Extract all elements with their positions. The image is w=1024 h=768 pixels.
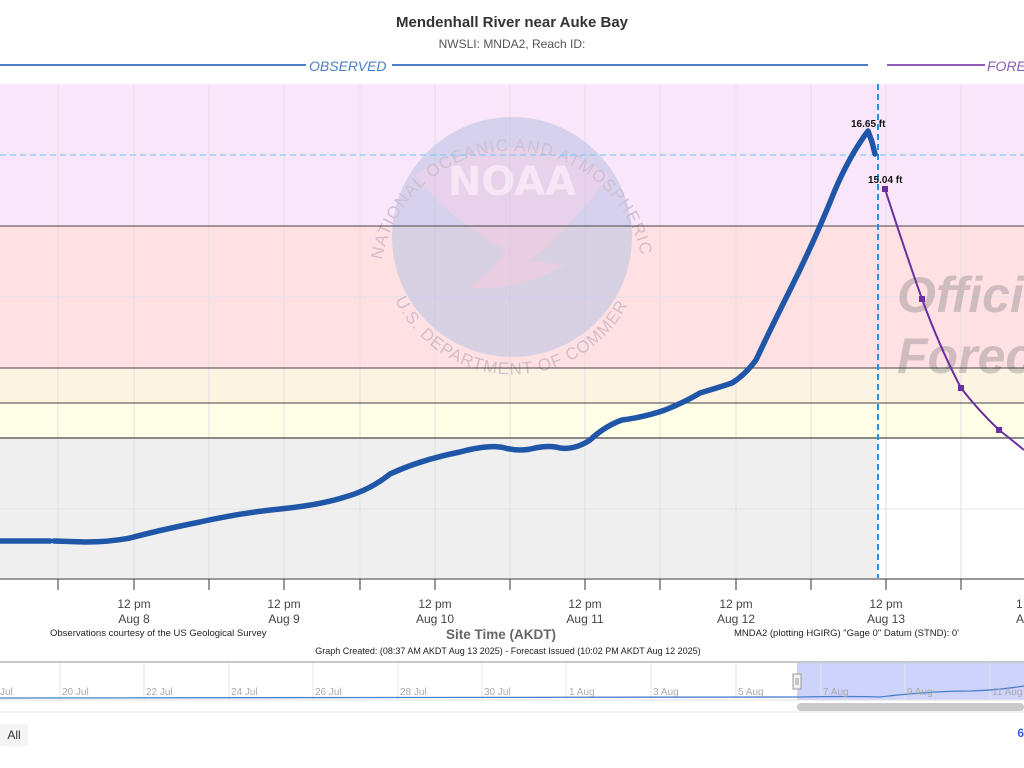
svg-text:FORE: FORE xyxy=(987,58,1024,74)
x-tick-label: 12 pm Aug 12 xyxy=(716,597,756,626)
navigator-left-handle[interactable] xyxy=(792,673,802,690)
svg-text:9 Aug: 9 Aug xyxy=(907,687,933,698)
band-normal-forecast xyxy=(878,438,1024,578)
graph-created-info: Graph Created: (08:37 AM AKDT Aug 13 202… xyxy=(315,646,701,656)
band-action xyxy=(0,403,1024,438)
chart-subtitle: NWSLI: MNDA2, Reach ID: xyxy=(438,37,586,51)
svg-text:OBSERVED: OBSERVED xyxy=(309,58,387,74)
svg-text:Jul: Jul xyxy=(0,687,13,698)
x-tick-label: 12 pm Aug 10 xyxy=(415,597,455,626)
svg-text:3 Aug: 3 Aug xyxy=(653,687,679,698)
svg-text:NOAA: NOAA xyxy=(448,159,576,205)
x-tick-label: 12 pm Aug 13 xyxy=(866,597,906,626)
svg-text:26 Jul: 26 Jul xyxy=(315,687,342,698)
x-tick-label: 12 pm Aug 9 xyxy=(267,597,301,626)
svg-text:5 Aug: 5 Aug xyxy=(738,687,764,698)
x-tick-label: 12 pm Aug 8 xyxy=(117,597,151,626)
svg-text:1 Aug: 1 Aug xyxy=(569,687,595,698)
range-navigator[interactable]: Jul 20 Jul 22 Jul 24 Jul 26 Jul 28 Jul 3… xyxy=(0,661,1024,713)
svg-text:22 Jul: 22 Jul xyxy=(146,687,173,698)
chart-title: Mendenhall River near Auke Bay xyxy=(395,14,629,31)
svg-text:28 Jul: 28 Jul xyxy=(400,687,427,698)
x-tick-label: 12 pm Aug 11 xyxy=(566,597,604,626)
forecast-stage-line xyxy=(882,186,1024,451)
x-axis xyxy=(0,578,1024,590)
datum-info: MNDA2 (plotting HGIRG) "Gage 0" Datum (S… xyxy=(734,628,960,639)
band-minor xyxy=(0,368,1024,403)
navigator-scrollbar[interactable] xyxy=(797,703,1024,711)
hydrograph-chart: OBSERVED FORE NOAA NATIONAL OCE xyxy=(0,0,1024,590)
range-option-partial[interactable]: 6 xyxy=(1017,726,1024,740)
svg-text:30 Jul: 30 Jul xyxy=(484,687,511,698)
usgs-credit: Observations courtesy of the US Geologic… xyxy=(50,628,267,639)
svg-text:7 Aug: 7 Aug xyxy=(823,687,849,698)
svg-text:Forec: Forec xyxy=(897,328,1024,384)
svg-text:20 Jul: 20 Jul xyxy=(62,687,89,698)
flood-threshold-lines xyxy=(0,225,1024,439)
x-axis-title: Site Time (AKDT) xyxy=(445,627,556,642)
band-normal-observed xyxy=(0,438,878,578)
peak-label: 16.65 ft xyxy=(851,119,886,130)
svg-text:24 Jul: 24 Jul xyxy=(231,687,258,698)
range-all-button[interactable]: All xyxy=(0,724,28,746)
official-forecast-watermark: Offici Forec xyxy=(897,267,1024,384)
forecast-section-header: FORE xyxy=(887,58,1024,74)
observed-stage-line xyxy=(0,128,878,545)
forecast-start-label: 15.04 ft xyxy=(868,175,903,186)
svg-text:Offici: Offici xyxy=(897,267,1024,323)
observed-section-header: OBSERVED xyxy=(0,58,868,74)
svg-text:11 Aug: 11 Aug xyxy=(992,687,1022,698)
